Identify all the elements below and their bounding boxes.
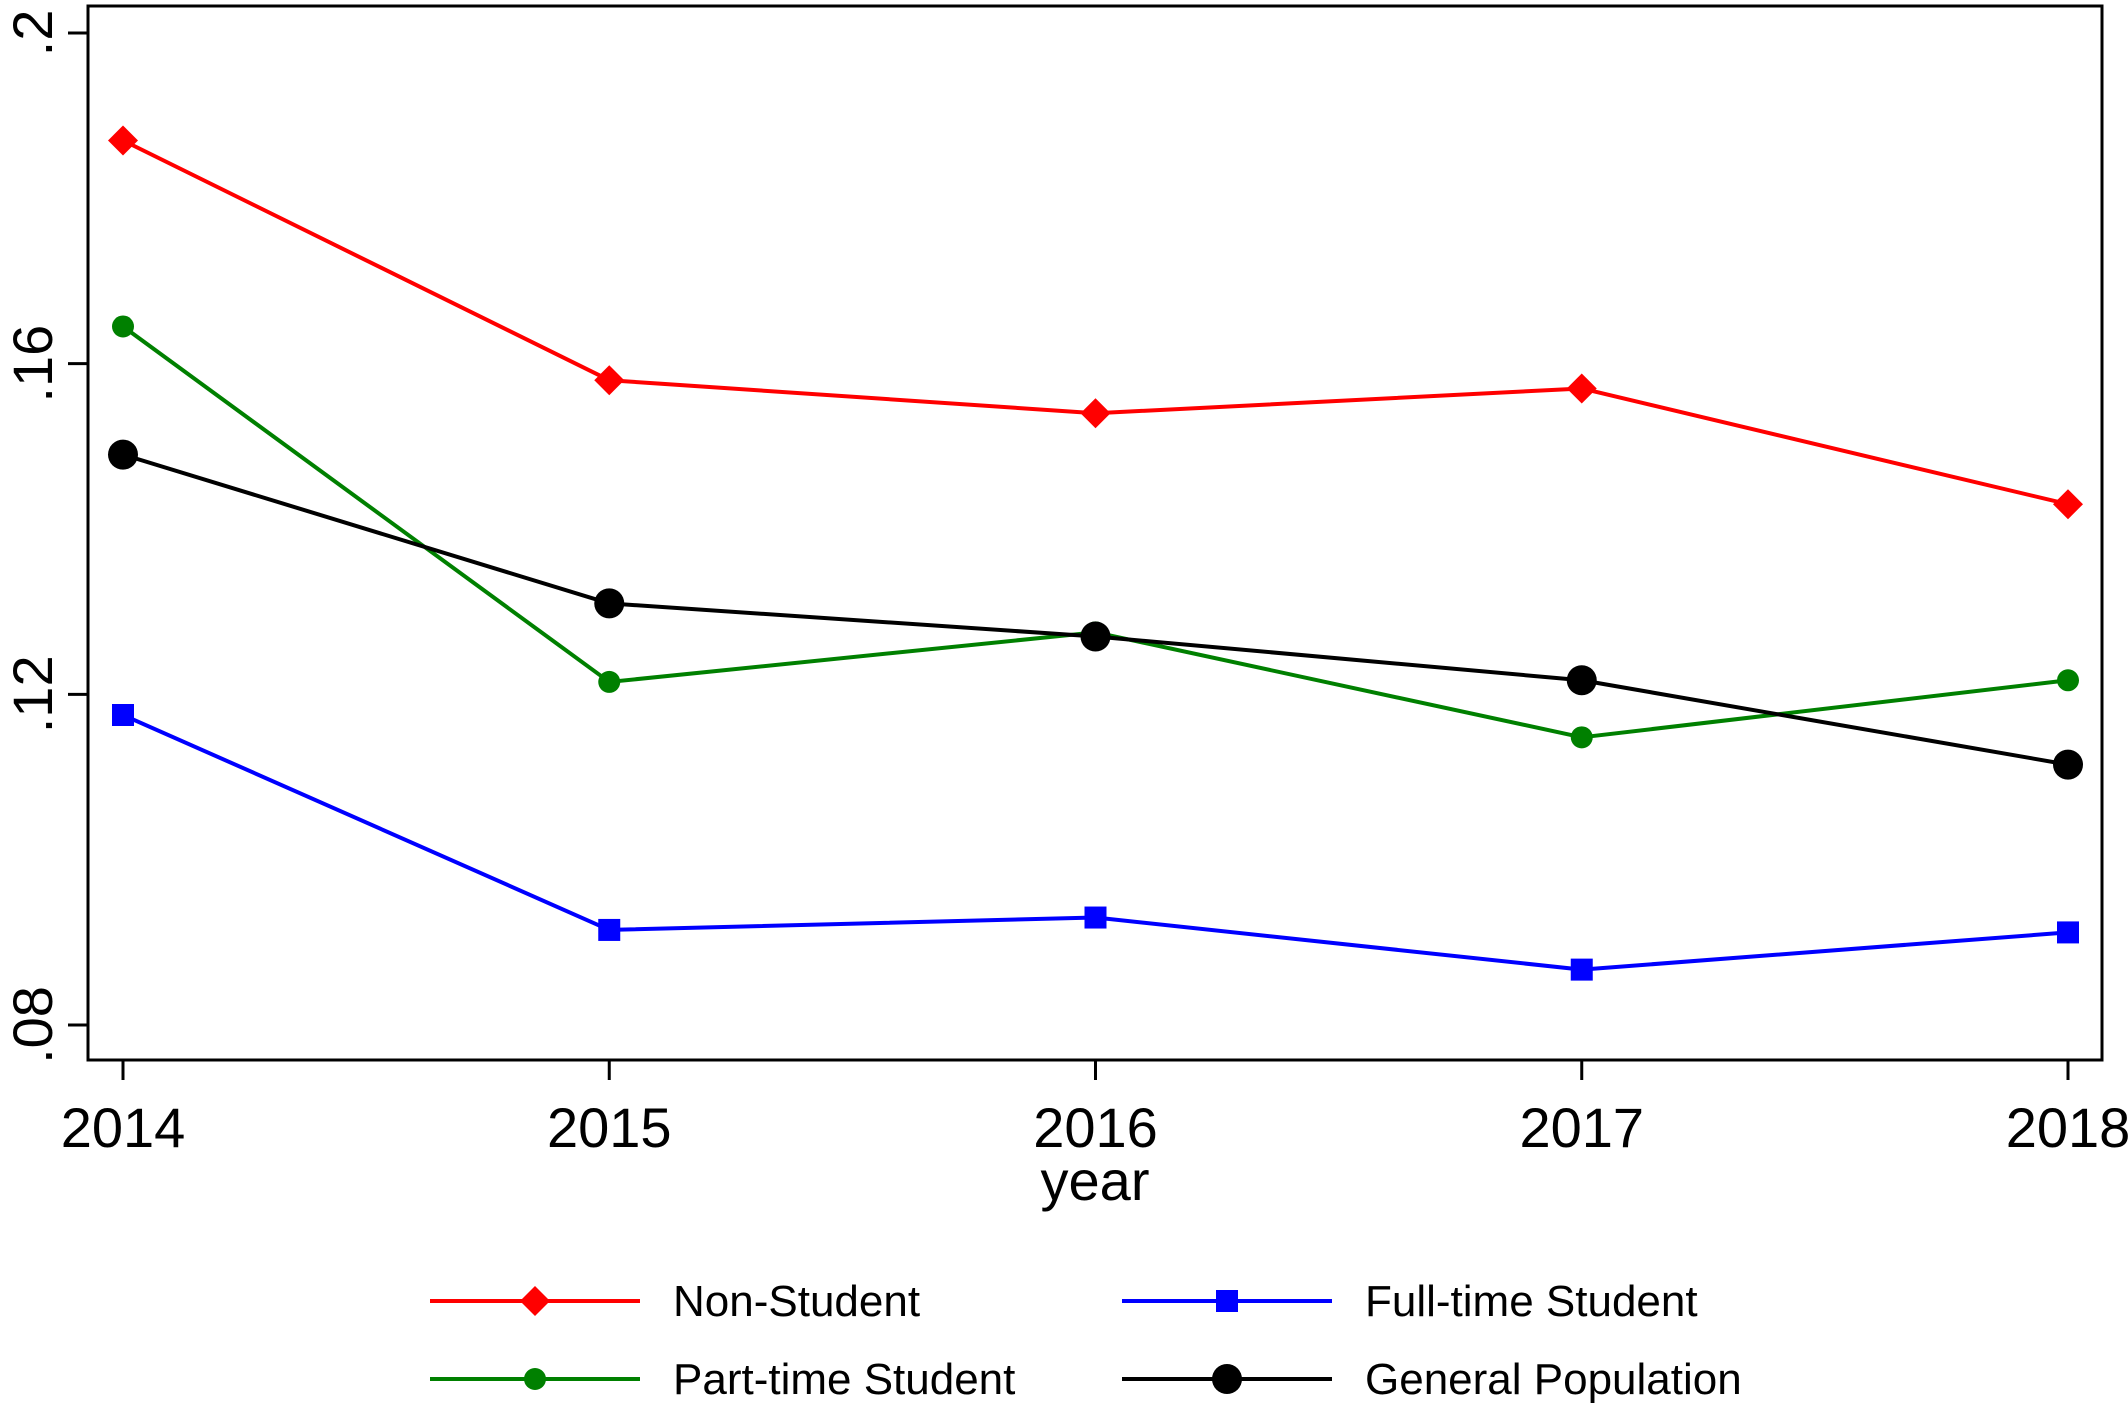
data-point-general-population	[1080, 621, 1111, 652]
legend-swatch-marker	[524, 1368, 546, 1390]
series-full-time-student	[112, 704, 2079, 981]
data-point-non-student	[594, 365, 625, 396]
x-axis: 2014 2015 2016 2017 2018	[61, 1060, 2128, 1159]
legend: Non-Student Full-time Student Part-time St…	[430, 1277, 1742, 1403]
series-part-time-student	[112, 315, 2079, 749]
legend-swatch-marker	[520, 1286, 550, 1316]
series-layer	[108, 125, 2083, 981]
y-tick-label: .16	[1, 325, 64, 403]
data-point-part-time-student	[1570, 726, 1593, 749]
legend-label: General Population	[1365, 1355, 1742, 1403]
data-point-general-population	[108, 439, 138, 470]
legend-swatch-marker	[1216, 1290, 1238, 1312]
series-line-non-student	[122, 138, 2069, 507]
series-non-student	[108, 125, 2083, 520]
data-point-full-time-student	[1570, 958, 1593, 981]
y-tick-label: .12	[1, 655, 64, 733]
x-tick-label: 2014	[61, 1096, 186, 1159]
data-point-full-time-student	[598, 918, 621, 941]
data-point-general-population	[594, 588, 625, 619]
plot-area-frame	[86, 4, 2104, 1062]
data-point-non-student	[1566, 373, 1597, 404]
data-point-full-time-student	[1084, 906, 1107, 929]
y-tick-label: .2	[1, 10, 64, 57]
legend-item-general-population: General Population	[1122, 1355, 1742, 1403]
legend-item-full-time-student: Full-time Student	[1122, 1277, 1698, 1326]
data-point-full-time-student	[2057, 921, 2079, 944]
y-tick-label: .08	[1, 986, 64, 1064]
x-tick-label: 2015	[547, 1096, 672, 1159]
legend-item-non-student: Non-Student	[430, 1277, 920, 1326]
plot-border	[86, 4, 2104, 1062]
legend-item-part-time-student: Part-time Student	[430, 1355, 1015, 1403]
series-general-population	[108, 439, 2083, 780]
x-tick-label: 2018	[2006, 1096, 2128, 1159]
data-point-non-student	[1080, 398, 1111, 429]
series-line-full-time-student	[122, 713, 2069, 972]
legend-label: Non-Student	[673, 1277, 920, 1326]
y-axis: .08 .12 .16 .2	[1, 10, 88, 1064]
data-point-part-time-student	[598, 670, 621, 693]
x-axis-title: year	[1041, 1149, 1150, 1212]
data-point-part-time-student	[2057, 669, 2079, 692]
data-point-non-student	[108, 125, 138, 156]
data-point-general-population	[2053, 749, 2083, 780]
legend-label: Full-time Student	[1365, 1277, 1698, 1326]
data-point-part-time-student	[112, 315, 134, 338]
series-line-general-population	[122, 452, 2069, 767]
data-point-full-time-student	[112, 704, 134, 726]
x-tick-label: 2017	[1519, 1096, 1644, 1159]
x-tick-label: 2016	[1033, 1096, 1158, 1159]
series-line-part-time-student	[121, 324, 2069, 740]
legend-swatch-marker	[1212, 1364, 1242, 1394]
legend-label: Part-time Student	[673, 1355, 1015, 1403]
data-point-general-population	[1566, 665, 1597, 696]
data-point-non-student	[2053, 489, 2083, 520]
